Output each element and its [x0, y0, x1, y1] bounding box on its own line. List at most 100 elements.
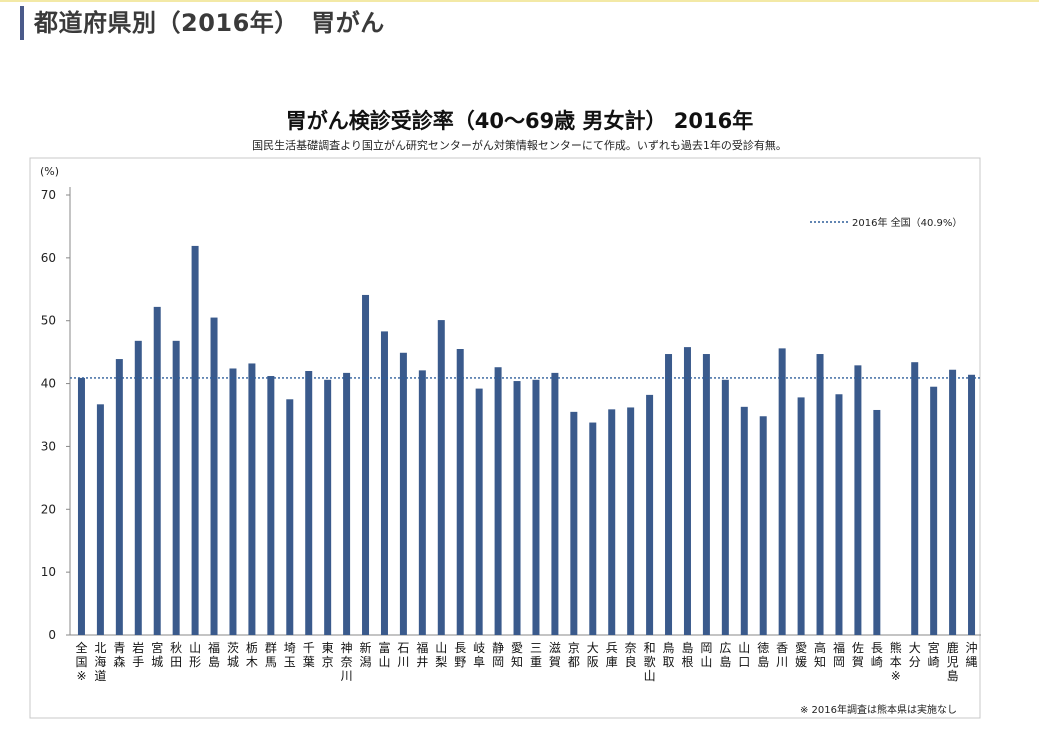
bar	[797, 397, 805, 635]
x-tick-label: 葉	[303, 655, 315, 669]
x-tick-label: 熊	[890, 640, 902, 655]
bar	[532, 379, 540, 635]
x-tick-label: 庫	[606, 655, 618, 669]
x-tick-label: 北	[94, 641, 106, 655]
x-tick-label: 岩	[132, 640, 144, 655]
bar	[399, 352, 407, 635]
x-tick-label: 三	[530, 641, 542, 655]
x-tick-label: 山	[644, 669, 656, 683]
x-tick-label: 島	[681, 640, 693, 655]
x-tick-label: 城	[151, 655, 163, 669]
y-tick-label: 30	[41, 439, 56, 453]
bar	[683, 347, 691, 635]
x-tick-label: 島	[947, 668, 959, 683]
y-axis: 0 10 20 30 40 50 60 70 (%)	[40, 165, 981, 642]
bar	[835, 394, 843, 635]
bar	[930, 386, 938, 635]
x-tick-label: 佐	[852, 641, 864, 655]
x-tick-label: ※	[891, 669, 901, 683]
x-tick-label: 宮	[151, 640, 163, 655]
x-tick-label: 阜	[473, 655, 485, 669]
bar	[115, 359, 123, 635]
x-tick-label: 長	[871, 641, 883, 655]
chart-title: 胃がん検診受診率（40～69歳 男女計） 2016年	[285, 109, 754, 133]
x-tick-label: 宮	[928, 640, 940, 655]
bar	[324, 379, 332, 635]
bar	[968, 374, 976, 635]
bar	[721, 379, 729, 635]
x-tick-label: 京	[568, 641, 580, 655]
x-tick-label: 島	[208, 654, 220, 669]
x-tick-label: 千	[303, 641, 315, 655]
x-tick-label: 賀	[852, 655, 864, 669]
x-tick-label: 静	[492, 641, 504, 655]
y-tick-label: 0	[48, 628, 56, 642]
bar	[570, 411, 578, 635]
bar	[343, 372, 351, 635]
bar	[665, 354, 673, 635]
x-tick-label: 青	[113, 641, 125, 655]
bar	[305, 371, 313, 635]
y-tick-label: 40	[41, 377, 56, 391]
x-tick-label: 山	[378, 655, 390, 669]
x-tick-label: 崎	[928, 655, 940, 669]
x-tick-label: 新	[360, 640, 372, 655]
x-tick-label: 梨	[435, 655, 447, 669]
bar	[627, 407, 635, 635]
legend-label: 2016年 全国（40.9%）	[852, 216, 962, 229]
x-tick-label: 和	[644, 641, 656, 655]
x-tick-label: 栃	[246, 641, 258, 655]
y-tick-label: 20	[41, 502, 56, 516]
x-tick-label: 奈	[625, 641, 637, 655]
x-tick-label: 道	[94, 669, 106, 683]
x-tick-label: 知	[511, 655, 523, 669]
x-tick-label: 広	[719, 641, 731, 655]
x-tick-label: 形	[189, 655, 201, 669]
x-tick-label: 口	[738, 655, 750, 669]
bar	[475, 388, 483, 635]
x-tick-label: 木	[246, 655, 258, 669]
x-tick-label: 本	[890, 655, 902, 669]
bar	[153, 306, 161, 635]
x-tick-label: 福	[416, 640, 428, 655]
x-tick-label: 石	[397, 641, 409, 655]
x-tick-label: 東	[322, 641, 334, 655]
x-tick-label: 山	[738, 641, 750, 655]
x-tick-label: 京	[322, 655, 334, 669]
x-tick-label: 根	[681, 655, 693, 669]
bar	[380, 331, 388, 635]
x-tick-label: 山	[189, 641, 201, 655]
x-tick-label: 全	[75, 640, 87, 655]
x-tick-label: 岡	[700, 641, 712, 655]
x-tick-label: 岐	[473, 641, 485, 655]
x-tick-label: 茨	[227, 641, 239, 655]
x-tick-label: 縄	[966, 654, 978, 669]
bar	[229, 368, 237, 635]
x-tick-label: 神	[341, 641, 353, 655]
x-tick-label: ※	[76, 669, 86, 683]
x-tick-label: 川	[341, 669, 353, 683]
bar	[702, 354, 710, 635]
x-tick-label: 良	[625, 654, 637, 669]
x-axis-labels: 全国※北海道青森岩手宮城秋田山形福島茨城栃木群馬埼玉千葉東京神奈川新潟富山石川福…	[75, 640, 977, 683]
x-tick-label: 森	[113, 654, 125, 669]
x-tick-label: 玉	[284, 655, 296, 669]
bar	[210, 317, 218, 635]
page-title: 都道府県別（2016年） 胃がん	[34, 9, 385, 37]
x-tick-label: 児	[947, 655, 959, 669]
y-tick-label: 10	[41, 565, 56, 579]
bars-group	[77, 245, 976, 635]
bar	[646, 394, 654, 635]
x-tick-label: 野	[454, 655, 466, 669]
bar	[949, 369, 957, 635]
bar	[873, 409, 881, 635]
x-tick-label: 井	[416, 655, 428, 669]
x-tick-label: 福	[208, 640, 220, 655]
x-tick-label: 海	[94, 654, 106, 669]
x-tick-label: 川	[776, 655, 788, 669]
x-tick-label: 山	[435, 641, 447, 655]
x-tick-label: 香	[776, 641, 788, 655]
x-tick-label: 田	[170, 655, 182, 669]
x-tick-label: 秋	[170, 641, 182, 655]
bar	[911, 362, 919, 635]
